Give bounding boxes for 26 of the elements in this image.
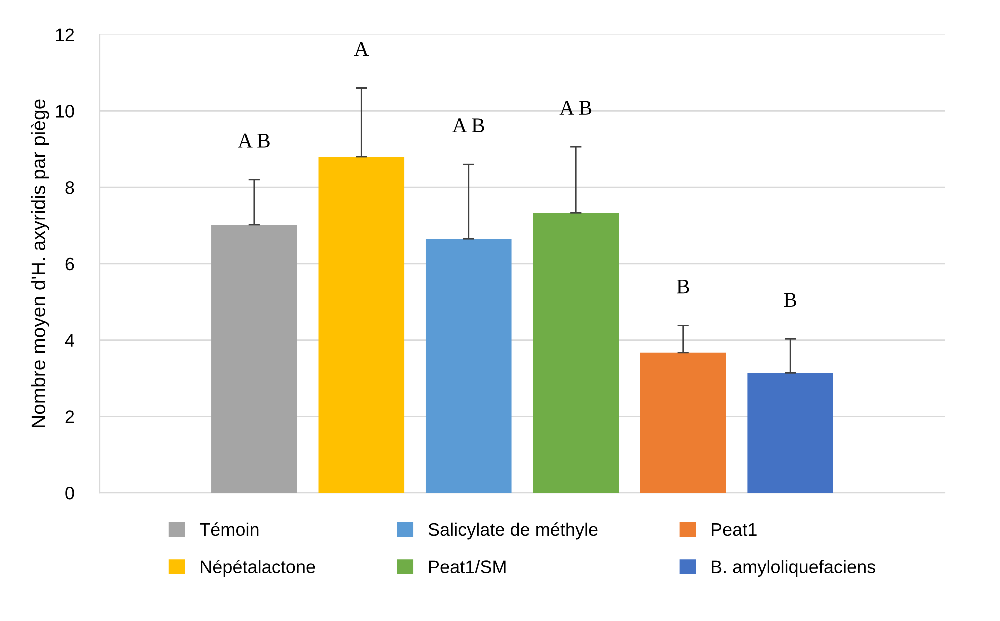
legend-label: Népétalactone: [201, 560, 316, 578]
bar: [640, 352, 726, 494]
y-tick-label: 12: [56, 28, 74, 42]
y-tick-label: 6: [66, 258, 74, 271]
bar: [748, 373, 834, 494]
y-tick-label: 8: [66, 181, 74, 194]
annotation: A B: [452, 118, 484, 132]
legend-label: B. amyloliquefaciens: [712, 560, 876, 578]
annotation: A B: [238, 134, 270, 148]
annotation: A B: [560, 101, 592, 115]
bar: [533, 213, 620, 494]
annotation: B: [784, 293, 797, 308]
bar: [426, 239, 512, 494]
legend-label: Témoin: [200, 522, 259, 536]
y-tick-label: 4: [65, 334, 74, 347]
y-tick-label: 0: [66, 487, 74, 500]
annotation: B: [677, 280, 690, 294]
legend-label: Peat1/SM: [429, 560, 506, 574]
legend-label: Peat1: [712, 524, 757, 536]
bar: [318, 156, 405, 494]
y-tick-label: 10: [56, 105, 74, 118]
bar: [212, 224, 298, 494]
y-axis-title: Nombre moyen d'H. axyridis par piège: [31, 100, 50, 428]
legend-label: Salicylate de méthyle: [428, 522, 598, 540]
y-tick-label: 2: [66, 410, 74, 424]
annotation: A: [354, 42, 370, 56]
